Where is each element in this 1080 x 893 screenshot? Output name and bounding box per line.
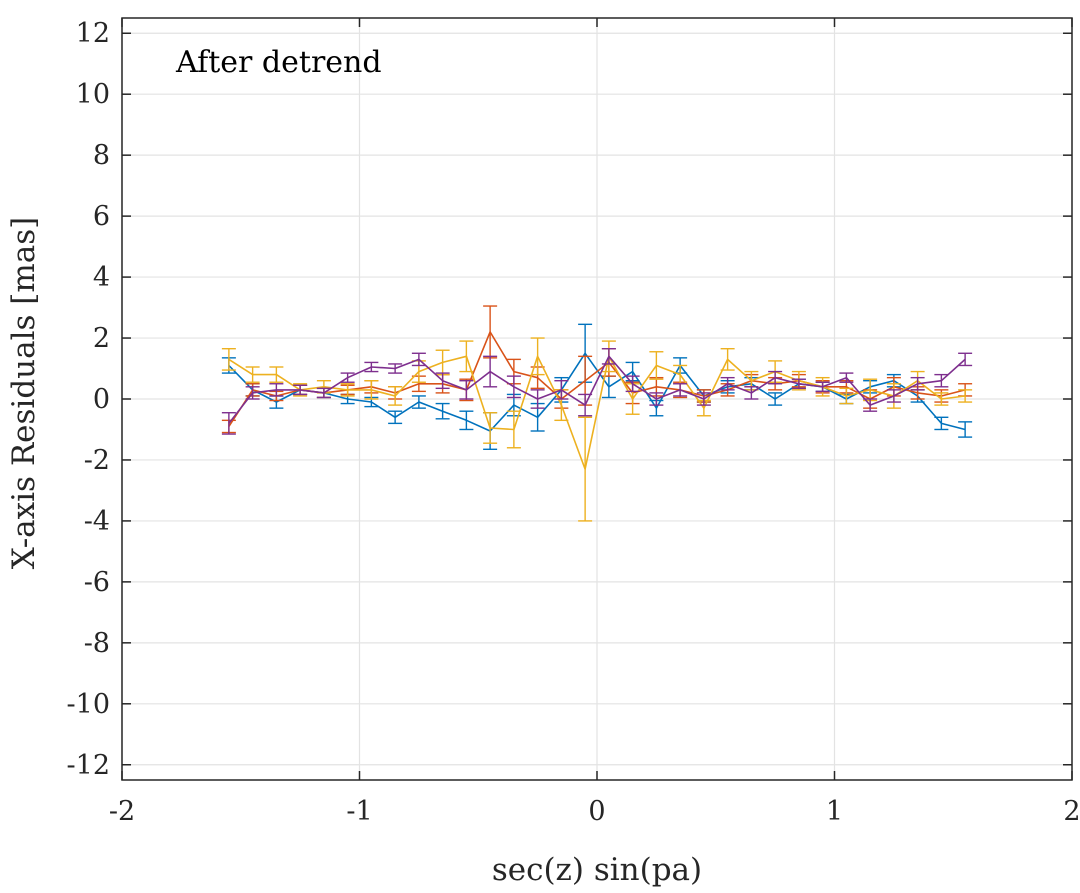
y-tick-label: -10 [67,689,110,720]
y-tick-label: 8 [93,140,110,171]
x-tick-label: -1 [346,796,372,827]
y-tick-label: 0 [93,384,110,415]
y-tick-label: -8 [84,628,110,659]
annotation-text: After detrend [175,45,382,80]
x-axis-label: sec(z) sin(pa) [492,852,702,888]
y-tick-label: -12 [67,750,110,781]
series-4 [221,348,973,435]
series-line [228,355,966,424]
series-3 [221,337,973,522]
y-tick-label: -2 [84,445,110,476]
y-tick-label: 6 [93,201,110,232]
x-tick-label: 2 [1063,796,1080,827]
y-tick-label: 12 [76,18,110,49]
x-tick-label: -2 [109,796,135,827]
y-tick-label: -4 [84,506,110,537]
y-tick-label: 2 [93,323,110,354]
y-axis-label: X-axis Residuals [mas] [6,217,42,570]
y-tick-label: 4 [93,262,110,293]
ticks [121,18,1073,780]
x-tick-label: 0 [588,796,605,827]
y-tick-label: -6 [84,567,110,598]
y-tick-label: 10 [76,79,110,110]
series-line [228,352,966,432]
series-layer [221,305,973,522]
x-tick-label: 1 [826,796,843,827]
series-line [228,355,966,470]
